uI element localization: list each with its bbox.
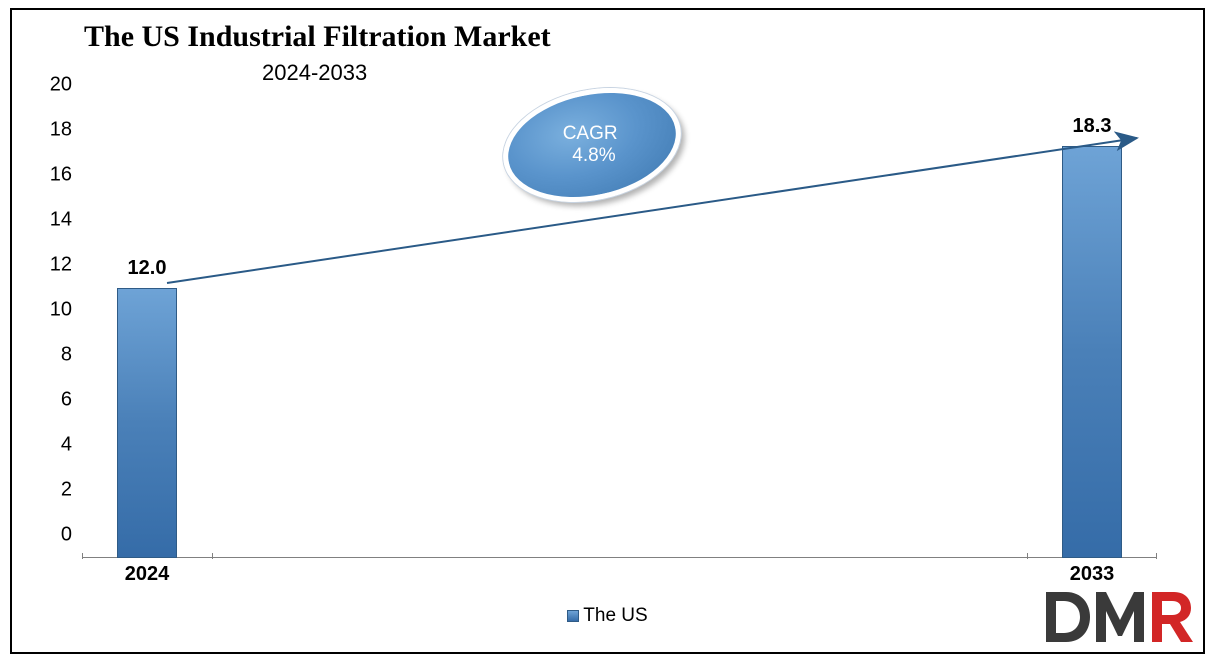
ytick-10: 10 (50, 299, 72, 322)
cagr-label: CAGR (562, 123, 617, 145)
ytick-6: 6 (61, 389, 72, 412)
bar-value-2024: 12.0 (128, 257, 167, 280)
legend: The US (12, 605, 1203, 627)
chart-frame: The US Industrial Filtration Market 2024… (10, 8, 1205, 654)
ytick-8: 8 (61, 344, 72, 367)
cagr-value: 4.8% (573, 145, 616, 167)
ytick-4: 4 (61, 434, 72, 457)
ytick-0: 0 (61, 524, 72, 547)
ytick-16: 16 (50, 164, 72, 187)
ytick-20: 20 (50, 74, 72, 97)
ytick-2: 2 (61, 479, 72, 502)
x-tick-1 (212, 553, 213, 559)
chart-subtitle: 2024-2033 (262, 60, 367, 86)
ytick-12: 12 (50, 254, 72, 277)
bar-2024 (117, 288, 177, 558)
x-tick-2 (1027, 553, 1028, 559)
x-tick-start (82, 553, 83, 559)
ytick-18: 18 (50, 119, 72, 142)
bar-2033 (1062, 146, 1122, 558)
legend-swatch-icon (567, 610, 579, 622)
ytick-14: 14 (50, 209, 72, 232)
x-tick-end (1156, 553, 1157, 559)
chart-title: The US Industrial Filtration Market (84, 20, 551, 54)
x-axis (82, 557, 1157, 558)
dmr-logo-icon (1040, 584, 1195, 648)
bar-value-2033: 18.3 (1073, 115, 1112, 138)
category-2033: 2033 (1070, 563, 1115, 586)
category-2024: 2024 (125, 563, 170, 586)
legend-label: The US (583, 605, 647, 626)
